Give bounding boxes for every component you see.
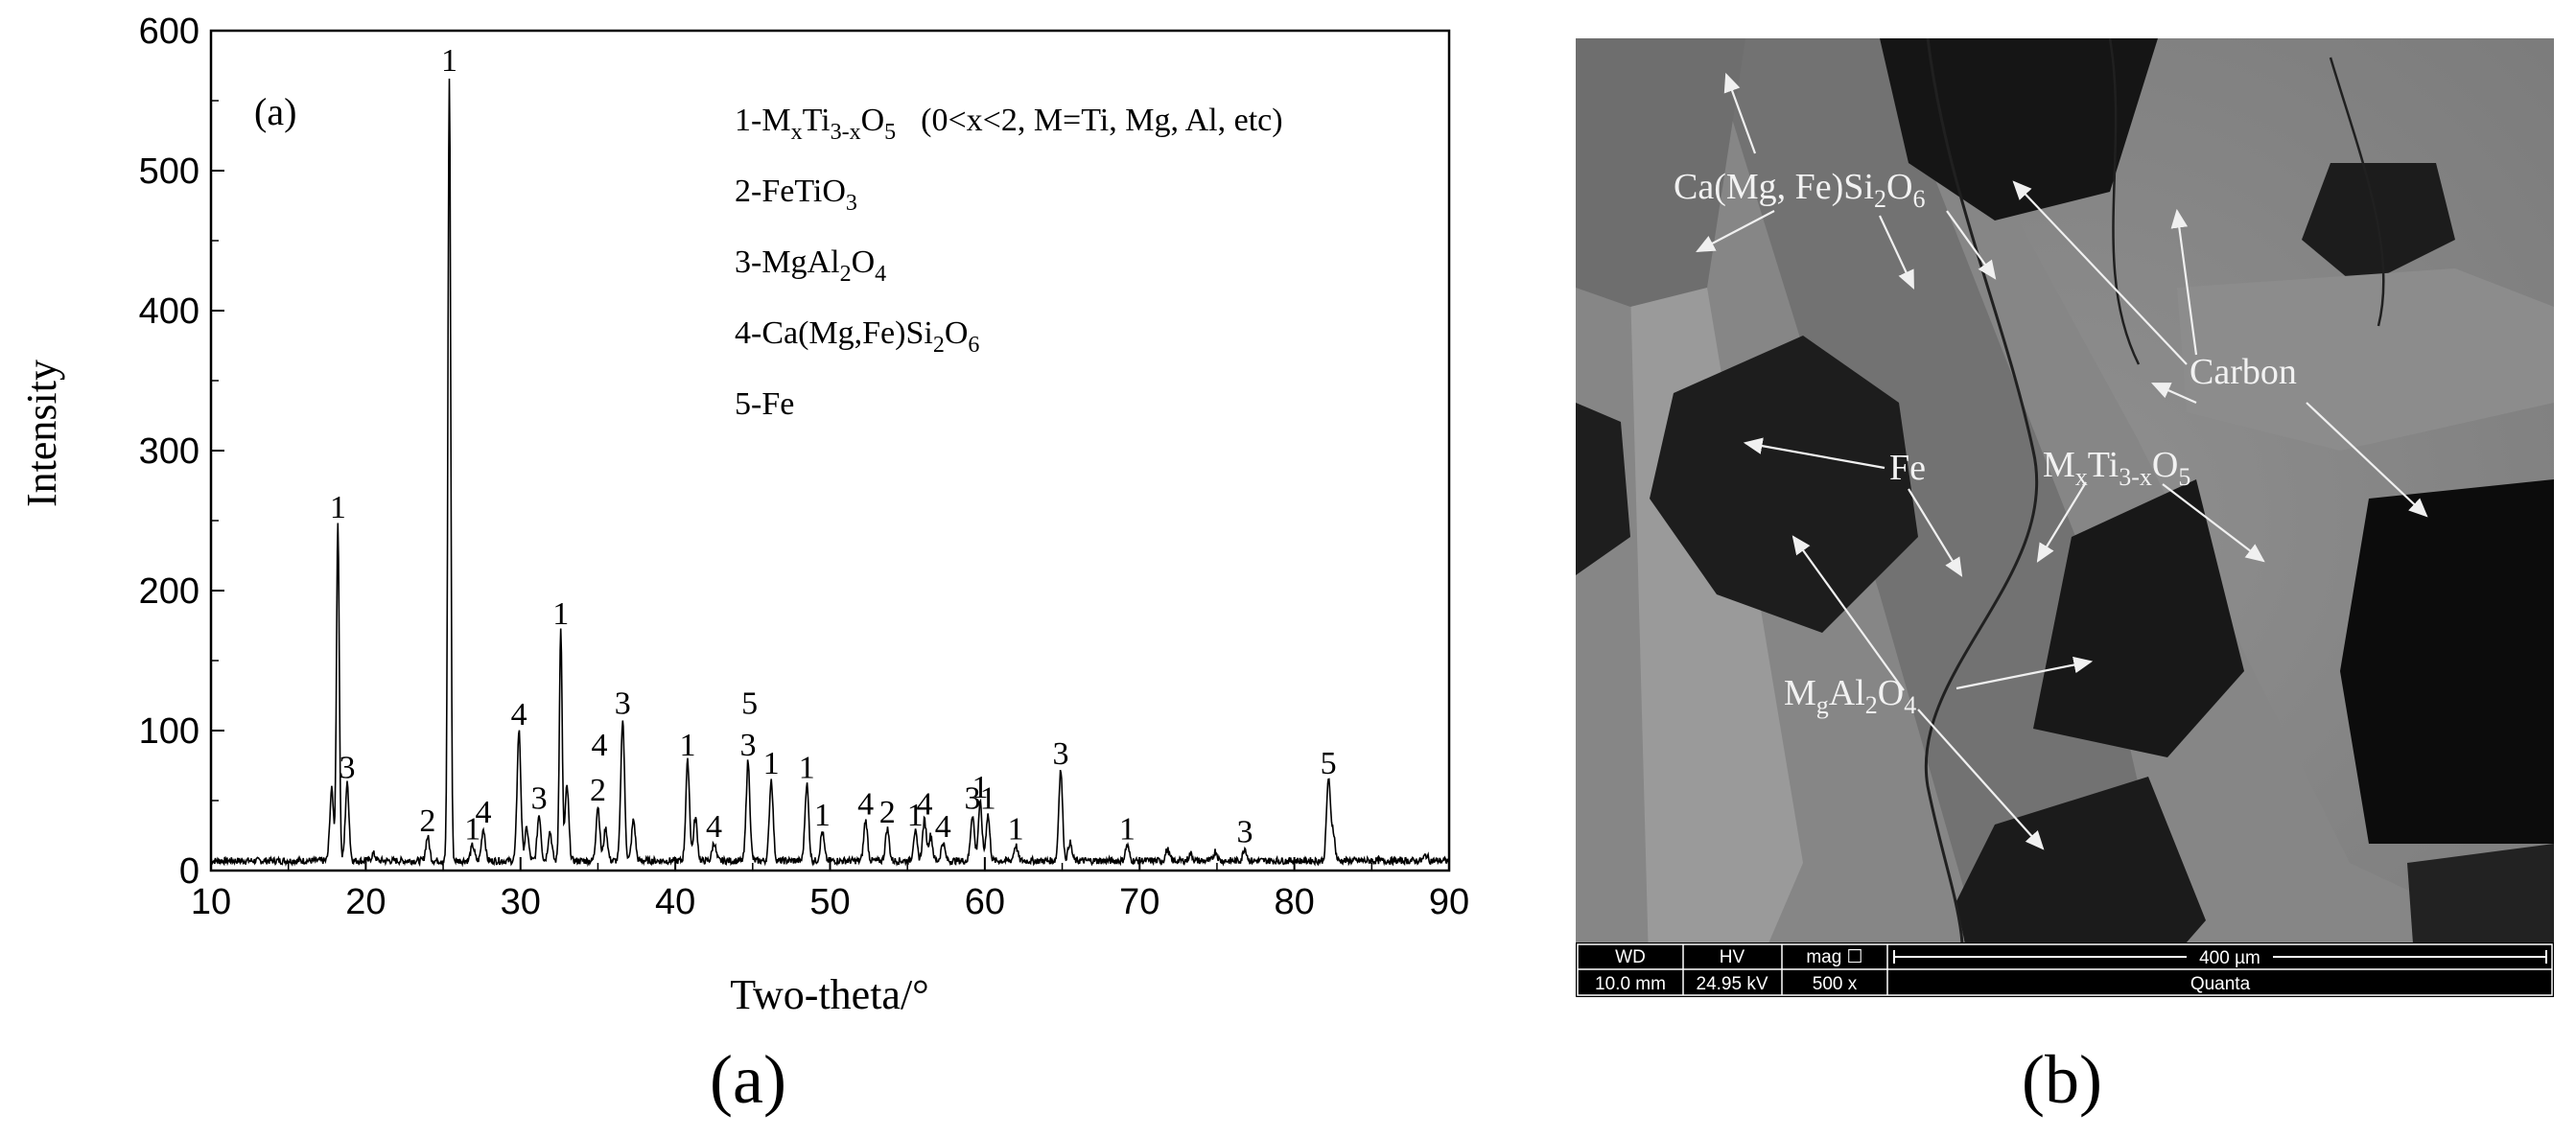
x-tick-label: 90	[1429, 882, 1469, 922]
peak-label: 5	[741, 686, 758, 721]
peak-label: 3	[739, 728, 756, 763]
instrument-label: Quanta	[2190, 974, 2251, 994]
peak-label: 1	[814, 798, 831, 833]
legend-item-5: 5-Fe	[735, 386, 794, 422]
mag-label: mag ☐	[1806, 947, 1862, 967]
crack	[2108, 38, 2141, 365]
peak-label: 1	[907, 798, 924, 833]
peak-label: 1	[799, 750, 815, 785]
peak-label: 2	[419, 803, 435, 839]
x-tick-label: 20	[345, 882, 386, 922]
dark-grain	[2033, 479, 2244, 757]
y-tick-label: 200	[139, 571, 199, 612]
peak-label: 4	[916, 786, 932, 822]
peak-label: 3	[964, 781, 980, 817]
dark-grain	[1576, 403, 1630, 575]
peak-label: 4	[592, 728, 608, 763]
hv-label: HV	[1720, 947, 1745, 967]
crack	[2329, 57, 2385, 327]
peak-label: 4	[935, 809, 951, 845]
x-tick-label: 40	[655, 882, 695, 922]
peak-label: 3	[340, 750, 356, 785]
peak-label: 1	[1119, 812, 1136, 848]
y-tick-label: 300	[139, 431, 199, 472]
dark-grain	[2340, 479, 2554, 844]
peak-label: 1	[552, 596, 569, 632]
sem-arrows	[1696, 72, 2428, 850]
peak-label: 3	[1236, 815, 1253, 850]
gray-grain	[2177, 268, 2554, 451]
y-axis-ticks: 0 100 200 300 400 500 600	[139, 12, 224, 892]
wd-label: WD	[1615, 947, 1646, 967]
sem-info-bar: WD 10.0 mm HV 24.95 kV mag ☐ 500 x 400 µ…	[1576, 942, 2554, 997]
y-axis-title: Intensity	[18, 360, 65, 507]
legend-item-2: 2-FeTiO3	[735, 174, 857, 216]
xrd-chart: Intensity Two-theta/° 10 20 30 40 50 60 70 80 90…	[18, 12, 1469, 1018]
legend: 1-MxTi3-xO5 (0<x<2, M=Ti, Mg, Al, etc) 2-…	[735, 103, 1283, 422]
pyroxene-band	[1707, 38, 2187, 997]
y-tick-label: 100	[139, 711, 199, 752]
peak-label: 4	[857, 786, 874, 822]
legend-item-3: 3-MgAl2O4	[735, 244, 886, 287]
plot-frame	[209, 29, 1451, 872]
scale-label: 400 µm	[2199, 948, 2260, 968]
y-tick-label: 600	[139, 12, 199, 52]
panel-label-b: (b)	[2022, 1041, 2102, 1118]
peak-label: 1	[680, 728, 696, 763]
dark-grain	[1650, 336, 1918, 633]
peak-label: 4	[511, 697, 527, 732]
peak-label: 3	[615, 686, 631, 721]
peak-label: 5	[1321, 746, 1337, 781]
peak-label: 4	[706, 809, 722, 845]
x-tick-label: 30	[501, 882, 541, 922]
peak-label: 1	[763, 746, 780, 781]
y-axis-label: Intensity	[18, 360, 65, 507]
peak-label: 1	[980, 781, 996, 817]
peak-label: 1	[464, 812, 480, 848]
x-tick-label: 60	[965, 882, 1005, 922]
label-ca-mg-fe: Ca(Mg, Fe)Si2O6	[1674, 167, 1925, 213]
peak-label: 1	[972, 770, 989, 805]
panel-label-a: (a)	[710, 1041, 786, 1118]
panel-inner-label: (a)	[254, 90, 296, 133]
x-axis-ticks: 10 20 30 40 50 60 70 80 90	[191, 857, 1469, 922]
peak-label: 3	[1052, 736, 1068, 772]
x-tick-label: 70	[1119, 882, 1159, 922]
y-tick-label: 500	[139, 151, 199, 192]
peak-label: 4	[476, 795, 492, 830]
y-tick-label: 0	[179, 851, 199, 892]
x-axis-label: Two-theta/°	[730, 971, 929, 1018]
label-carbon: Carbon	[2190, 352, 2297, 392]
xrd-pattern-line	[210, 78, 1450, 868]
legend-item-1: 1-MxTi3-xO5 (0<x<2, M=Ti, Mg, Al, etc)	[735, 103, 1283, 145]
x-tick-label: 50	[809, 882, 850, 922]
sem-micrograph: Ca(Mg, Fe)Si2O6 Carbon Fe MxTi3-xO5 MgAl…	[1576, 38, 2554, 997]
peak-label: 2	[590, 773, 606, 808]
x-tick-label: 10	[191, 882, 231, 922]
wd-value: 10.0 mm	[1595, 974, 1666, 994]
label-mxti: MxTi3-xO5	[2043, 445, 2190, 491]
legend-item-4: 4-Ca(Mg,Fe)Si2O6	[735, 315, 979, 358]
label-fe: Fe	[1889, 448, 1926, 488]
label-mgal: MgAl2O4	[1784, 673, 1916, 719]
y-tick-label: 400	[139, 291, 199, 332]
mag-value: 500 x	[1813, 974, 1858, 994]
x-tick-label: 80	[1274, 882, 1314, 922]
crack	[1924, 38, 2039, 997]
hv-value: 24.95 kV	[1697, 974, 1768, 994]
dark-grain	[1880, 38, 2158, 221]
peak-label: 2	[879, 795, 896, 830]
peak-label: 1	[330, 490, 346, 525]
peak-label: 3	[531, 781, 548, 817]
peak-label: 1	[441, 43, 457, 79]
peak-label: 1	[1008, 812, 1024, 848]
dark-grain	[1956, 777, 2206, 997]
